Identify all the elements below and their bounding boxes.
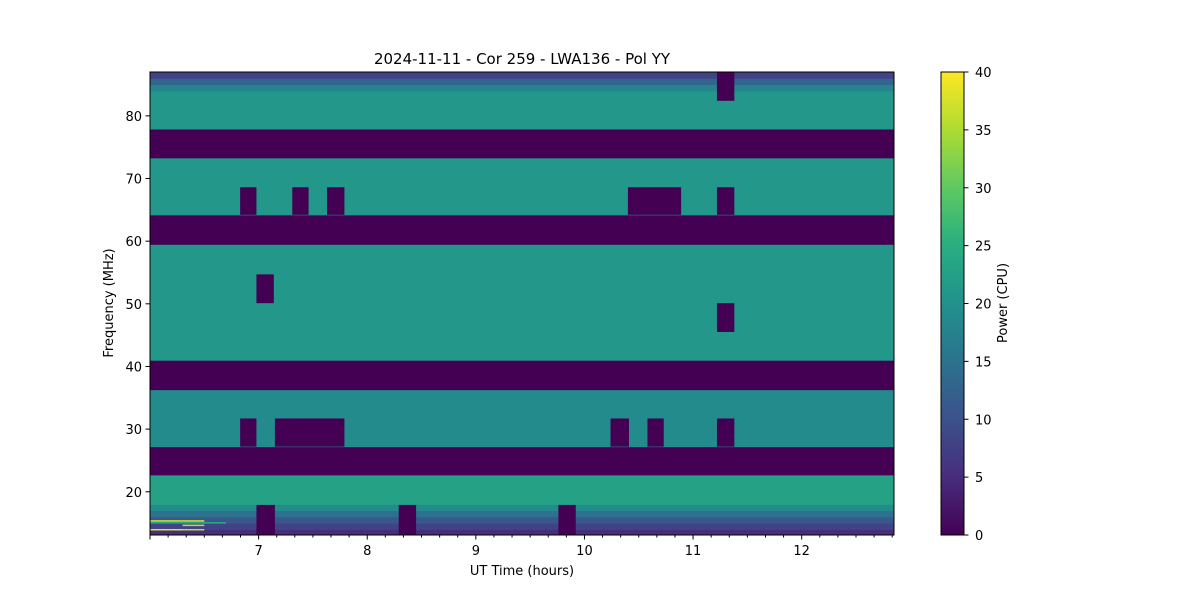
- heatmap-dropout: [292, 187, 309, 215]
- heatmap-dropout: [274, 418, 345, 447]
- chart-title: 2024-11-11 - Cor 259 - LWA136 - Pol YY: [374, 50, 671, 68]
- colorbar-tick-label: 5: [975, 471, 983, 486]
- colorbar-tick-label: 20: [975, 298, 992, 313]
- y-tick-label: 50: [125, 298, 142, 313]
- heatmap-dropout: [647, 418, 664, 447]
- colorbar-tick-label: 0: [975, 529, 983, 544]
- heatmap-dropout: [716, 72, 735, 101]
- heatmap-band: [150, 129, 894, 159]
- x-axis: 7 8 9 10 11 12: [149, 535, 893, 559]
- heatmap-dropout: [256, 504, 275, 535]
- heatmap-dropout: [627, 187, 682, 215]
- heatmap-band: [150, 529, 894, 536]
- heatmap-dropout: [716, 303, 735, 333]
- heatmap-band: [150, 157, 894, 216]
- colorbar-label: Power (CPU): [996, 263, 1011, 343]
- y-axis: 20 30 40 50 60 70 80: [125, 110, 150, 501]
- heatmap-dropout: [256, 274, 274, 304]
- y-tick-label: 60: [125, 235, 142, 250]
- colorbar-tick-label: 15: [975, 355, 992, 370]
- heatmap-dropout: [240, 418, 257, 447]
- heatmap-dropout: [327, 187, 345, 215]
- heatmap-band: [150, 504, 894, 512]
- x-tick-label: 9: [472, 544, 480, 559]
- heatmap-band: [150, 389, 894, 448]
- heatmap-dropout: [716, 187, 735, 215]
- y-tick-label: 40: [125, 360, 142, 375]
- y-tick-label: 70: [125, 173, 142, 188]
- y-tick-label: 30: [125, 423, 142, 438]
- colorbar-axis: 0 5 10 15 20 25 30 35 40: [964, 66, 992, 544]
- heatmap-spike: [150, 522, 227, 524]
- heatmap-band: [150, 90, 894, 130]
- x-tick-label: 11: [685, 544, 702, 559]
- heatmap-spike: [182, 528, 205, 531]
- heatmap-spike: [182, 524, 205, 527]
- y-tick-label: 80: [125, 110, 142, 125]
- heatmap-dropout: [240, 187, 257, 215]
- heatmap-dropout: [398, 504, 417, 535]
- heatmap-band: [150, 360, 894, 391]
- heatmap: [150, 72, 894, 536]
- heatmap-band: [150, 214, 894, 245]
- heatmap-band: [150, 516, 894, 524]
- colorbar-tick-label: 40: [975, 66, 992, 81]
- colorbar-tick-label: 10: [975, 413, 992, 428]
- x-tick-label: 10: [576, 544, 593, 559]
- x-tick-label: 7: [254, 544, 262, 559]
- heatmap-dropout: [610, 418, 629, 447]
- heatmap-spike: [150, 520, 205, 522]
- y-tick-label: 20: [125, 486, 142, 501]
- heatmap-band: [150, 84, 894, 92]
- colorbar-tick-label: 30: [975, 182, 992, 197]
- heatmap-band: [150, 523, 894, 530]
- x-tick-label: 8: [363, 544, 371, 559]
- heatmap-band: [150, 446, 894, 476]
- x-tick-label: 12: [793, 544, 810, 559]
- heatmap-spike: [150, 528, 183, 531]
- heatmap-band: [150, 72, 894, 79]
- y-axis-label: Frequency (MHz): [102, 248, 117, 357]
- heatmap-dropout: [716, 418, 735, 447]
- heatmap-band: [150, 474, 894, 505]
- colorbar: [940, 71, 965, 536]
- heatmap-band: [150, 244, 894, 361]
- heatmap-dropout: [558, 504, 576, 535]
- x-axis-label: UT Time (hours): [470, 564, 574, 579]
- heatmap-band: [150, 78, 894, 86]
- colorbar-tick-label: 25: [975, 240, 992, 255]
- colorbar-tick-label: 35: [975, 124, 992, 139]
- heatmap-band: [150, 510, 894, 518]
